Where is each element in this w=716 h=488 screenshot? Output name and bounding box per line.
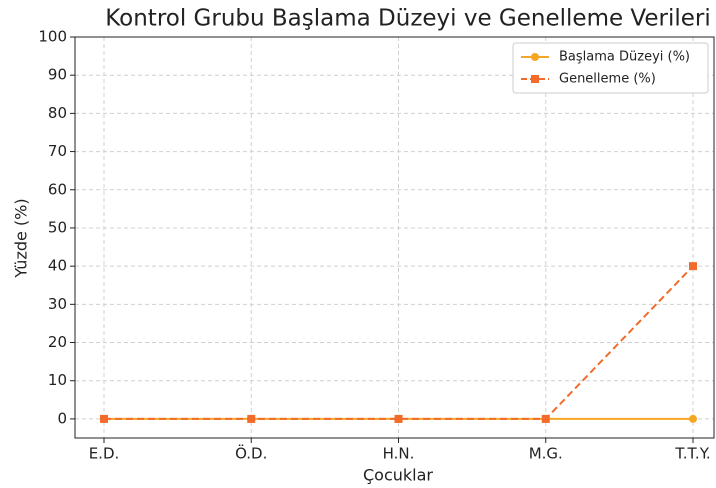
y-axis-label: Yüzde (%) — [12, 198, 31, 278]
y-tick-label: 20 — [48, 333, 67, 351]
legend-label: Genelleme (%) — [559, 72, 656, 87]
data-point — [100, 414, 108, 423]
y-tick-label: 0 — [57, 409, 67, 427]
x-tick-label: M.G. — [529, 445, 563, 463]
x-tick-label: E.D. — [89, 445, 120, 463]
chart-title: Kontrol Grubu Başlama Düzeyi ve Genellem… — [105, 6, 711, 32]
y-tick-label: 80 — [48, 104, 67, 122]
x-tick-label: H.N. — [383, 445, 415, 463]
y-tick-label: 90 — [48, 66, 67, 84]
data-point — [394, 414, 403, 423]
x-tick-label: Ö.D. — [235, 444, 267, 463]
legend-label: Başlama Düzeyi (%) — [559, 50, 690, 65]
series-line — [104, 265, 694, 420]
y-tick-label: 50 — [48, 218, 67, 236]
y-tick-label: 100 — [38, 28, 67, 46]
y-tick-label: 10 — [48, 371, 67, 389]
y-tick-label: 70 — [48, 142, 67, 160]
x-axis-label: Çocuklar — [363, 466, 433, 485]
y-tick-label: 60 — [48, 180, 67, 198]
legend-marker — [531, 53, 539, 61]
data-point — [541, 414, 550, 423]
x-tick-label: T.T.Y. — [674, 445, 710, 463]
plot-frame — [74, 36, 715, 439]
y-tick-label: 40 — [48, 257, 67, 275]
data-point — [689, 414, 697, 423]
data-point — [247, 414, 256, 423]
legend-box — [512, 42, 709, 94]
y-tick-label: 30 — [48, 295, 67, 313]
legend-marker — [531, 75, 539, 83]
data-point — [689, 262, 697, 271]
